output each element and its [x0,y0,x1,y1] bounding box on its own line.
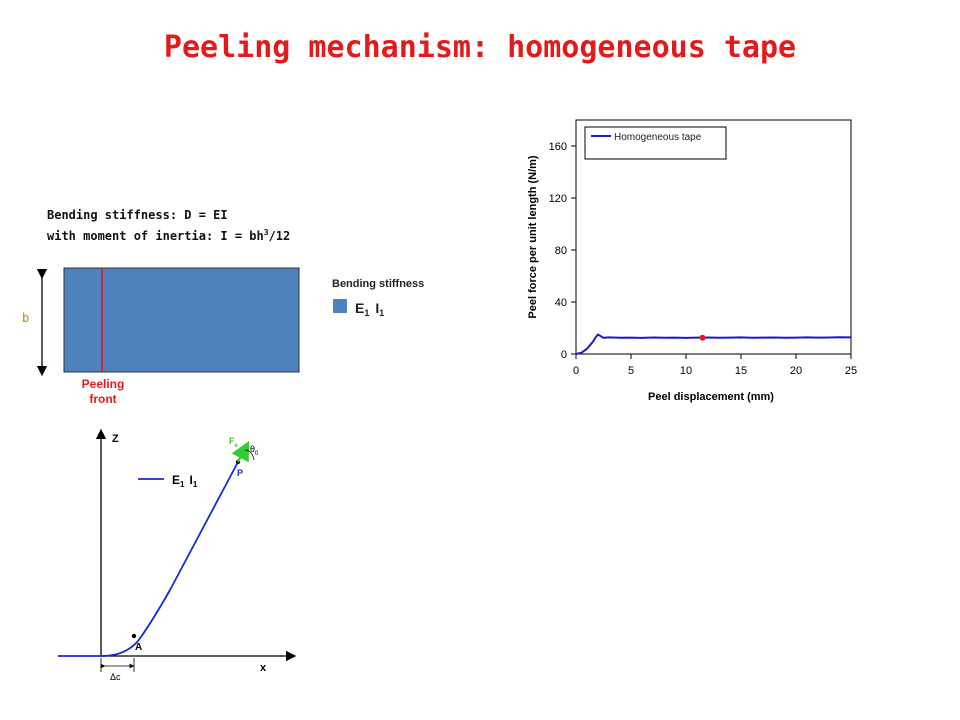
thickness-dimension-label: b [22,311,29,325]
delta-c-label: Δc [110,672,121,682]
slide-title: Peeling mechanism: homogeneous tape [163,30,797,65]
current-point-marker [699,334,706,341]
geometry-legend-e-sub: 1 [180,480,185,489]
bending-formula-exponent: 3 [263,228,269,237]
x-tick-label: 10 [680,365,692,377]
bending-formula-line2-prefix: with moment of inertia: I = bh [47,229,264,243]
x-tick-label: 25 [845,365,857,377]
x-tick-label: 15 [735,365,747,377]
bending-legend-e-sub: 1 [364,308,369,318]
tape-cross-section-diagram: b Peeling front Bending stiffness E1 I1 [22,267,424,406]
y-tick-label: 120 [549,193,567,205]
x-axis-ticks: 0 5 10 15 20 25 [573,354,857,377]
y-tick-label: 40 [555,297,567,309]
tape-block [63,267,300,373]
angle-label: θ0 [250,444,259,457]
geometry-legend-e: E [172,473,180,487]
force-label-sub: e [235,443,239,449]
x-tick-label: 5 [628,365,634,377]
bending-formula-line2: with moment of inertia: I = bh3/12 [47,224,290,245]
peel-geometry-diagram: Z x A P Fe θ0 E1 I1 Δc [58,428,297,682]
peeling-front-label-line1: Peeling [82,377,125,391]
force-label-f: F [229,436,235,446]
bending-legend-label: E1 I1 [355,300,384,318]
geometry-legend-label: E1 I1 [172,473,198,489]
y-tick-label: 80 [555,245,567,257]
bending-legend-e: E [355,300,364,316]
bending-formula-line2-suffix: /12 [268,229,291,243]
bending-formula: Bending stiffness: D = EI with moment of… [47,206,290,245]
y-tick-label: 160 [549,141,567,153]
angle-arc [244,449,255,461]
peeling-front-label-line2: front [89,392,116,406]
y-axis-ticks: 0 40 80 120 160 [549,141,576,361]
bending-legend-i: I [375,300,379,316]
bending-legend-swatch [333,299,347,313]
y-axis-title: Peel force per unit length (N/m) [527,155,539,319]
bending-legend-i-sub: 1 [379,308,384,318]
force-label: Fe [229,436,239,449]
chart-legend-box [584,126,727,160]
z-axis-label: Z [112,433,119,445]
plot-frame [575,119,852,355]
chart-legend-label: Homogeneous tape [614,132,702,143]
x-axis-label: x [260,662,267,674]
point-a-label: A [135,642,142,653]
point-a-marker [131,633,137,639]
bending-legend-title: Bending stiffness [332,278,424,290]
geometry-legend-i-sub: 1 [193,480,198,489]
bending-formula-line1: Bending stiffness: D = EI [47,208,228,222]
x-axis-title: Peel displacement (mm) [648,391,774,403]
angle-label-theta: θ [250,444,255,454]
geometry-legend-i: I [189,473,192,487]
point-p-label: P [237,468,243,478]
force-vector [231,440,250,463]
x-tick-label: 0 [573,365,579,377]
angle-label-sub: 0 [255,451,259,457]
tape-profile-curve [58,461,239,657]
x-tick-label: 20 [790,365,802,377]
y-tick-label: 0 [561,349,567,361]
series-line-homogeneous-tape [575,333,852,355]
